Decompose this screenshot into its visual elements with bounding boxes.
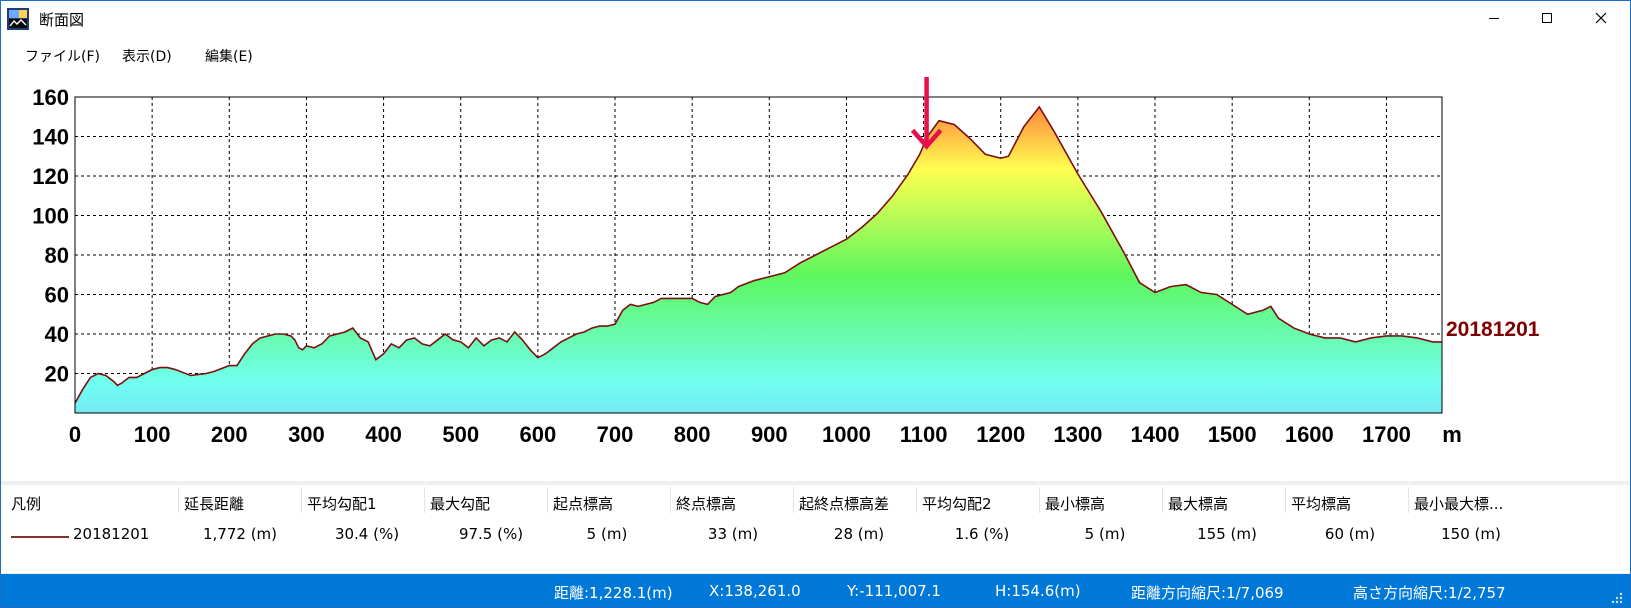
legend-value-3: 5 (m) [586,525,628,543]
x-tick-label: 900 [751,422,788,447]
legend-value-2: 97.5 (%) [458,525,524,543]
series-label: 20181201 [1446,318,1540,341]
legend-header-5[interactable]: 終点標高 [676,495,737,513]
x-tick-label: 300 [288,422,325,447]
x-tick-label: 400 [365,422,402,447]
legend-value-6: 1.6 (%) [954,525,1010,543]
close-button[interactable] [1575,1,1627,35]
status-x: X:138,261.0 [709,582,801,600]
legend-header-0[interactable]: 凡例 [11,495,42,513]
minimize-button[interactable] [1468,1,1520,35]
menu-bar: ファイル(F) 表示(D) 編集(E) [1,37,1630,71]
x-unit-label: m [1442,422,1462,447]
legend-header-7[interactable]: 平均勾配2 [922,495,992,513]
profile-area-fill [75,106,1442,413]
legend-column-divider[interactable] [1162,487,1163,513]
minimize-icon [1489,18,1499,19]
maximize-icon [1542,13,1552,23]
menu-edit[interactable]: 編集(E) [205,49,253,65]
legend-header-11[interactable]: 最小最大標... [1414,495,1504,513]
legend-header-4[interactable]: 起点標高 [553,495,614,513]
resize-grip-icon[interactable] [1611,592,1623,604]
legend-column-divider[interactable] [793,487,794,513]
x-tick-label: 0 [69,422,81,447]
x-tick-label: 700 [597,422,634,447]
chart-area[interactable]: 0 100 200 300 400 500 600 700 800 900 1000 1100 1200… [1,71,1630,481]
profile-line [74,105,1442,404]
legend-series-name: 20181201 [73,525,150,543]
y-tick-label: 40 [45,322,69,347]
y-tick-label: 80 [45,243,69,268]
x-tick-label: 1300 [1053,422,1102,447]
y-tick-label: 120 [32,164,69,189]
legend-value-1: 30.4 (%) [334,525,400,543]
legend-column-divider[interactable] [424,487,425,513]
x-tick-label: 1500 [1208,422,1257,447]
x-tick-label: 1400 [1131,422,1180,447]
maximize-button[interactable] [1521,1,1573,35]
status-h: H:154.6(m) [995,582,1081,600]
legend-column-divider[interactable] [301,487,302,513]
legend-header-8[interactable]: 最小標高 [1045,495,1106,513]
y-tick-label: 20 [45,362,69,387]
status-y: Y:-111,007.1 [847,582,941,600]
menu-view[interactable]: 表示(D) [122,49,172,65]
x-tick-label: 1600 [1285,422,1334,447]
legend-column-divider[interactable] [1408,487,1409,513]
legend-table: 凡例 延長距離 平均勾配1 最大勾配 起点標高 終点標高 起終点標高差 平均勾配2 最小標高 最大… [1,485,1630,573]
elevation-profile-chart[interactable]: 0 100 200 300 400 500 600 700 800 900 1000 1100 1200… [1,71,1630,481]
legend-value-4: 33 (m) [707,525,759,543]
legend-header-10[interactable]: 平均標高 [1291,495,1352,513]
legend-header-9[interactable]: 最大標高 [1168,495,1229,513]
menu-file[interactable]: ファイル(F) [25,49,100,65]
status-scale-distance: 距離方向縮尺:1/7,069 [1131,584,1284,602]
window-title: 断面図 [39,11,85,29]
legend-value-0: 1,772 (m) [202,525,278,543]
status-distance: 距離:1,228.1(m) [554,584,673,602]
y-tick-label: 60 [45,283,69,308]
x-tick-label: 600 [520,422,557,447]
legend-value-8: 155 (m) [1197,525,1257,543]
legend-value-7: 5 (m) [1084,525,1126,543]
x-tick-label: 100 [134,422,171,447]
legend-header-6[interactable]: 起終点標高差 [799,495,890,513]
y-tick-label: 100 [32,204,69,229]
legend-value-10: 150 (m) [1441,525,1501,543]
x-tick-label: 200 [211,422,248,447]
app-icon [7,8,29,30]
title-bar[interactable]: 断面図 [1,1,1630,37]
x-tick-label: 1200 [976,422,1025,447]
legend-column-divider[interactable] [1285,487,1286,513]
position-marker-arrow [910,77,943,150]
legend-column-divider[interactable] [916,487,917,513]
x-tick-label: 1700 [1362,422,1411,447]
legend-column-divider[interactable] [670,487,671,513]
legend-header-1[interactable]: 延長距離 [184,495,245,513]
legend-value-9: 60 (m) [1324,525,1376,543]
y-tick-label: 160 [32,85,69,110]
status-scale-height: 高さ方向縮尺:1/2,757 [1353,584,1506,602]
legend-line-swatch [11,536,69,538]
plot-frame [74,96,1443,414]
legend-header-2[interactable]: 平均勾配1 [307,495,377,513]
x-tick-label: 800 [674,422,711,447]
legend-column-divider[interactable] [1039,487,1040,513]
y-tick-label: 140 [32,125,69,150]
x-tick-label: 1100 [900,422,948,447]
legend-value-5: 28 (m) [833,525,885,543]
legend-header-3[interactable]: 最大勾配 [430,495,491,513]
close-icon [1595,12,1607,24]
status-bar: 距離:1,228.1(m) X:138,261.0 Y:-111,007.1 H… [1,574,1630,607]
x-tick-label: 1000 [822,422,871,447]
legend-column-divider[interactable] [178,487,179,513]
x-tick-label: 500 [442,422,479,447]
legend-column-divider[interactable] [547,487,548,513]
